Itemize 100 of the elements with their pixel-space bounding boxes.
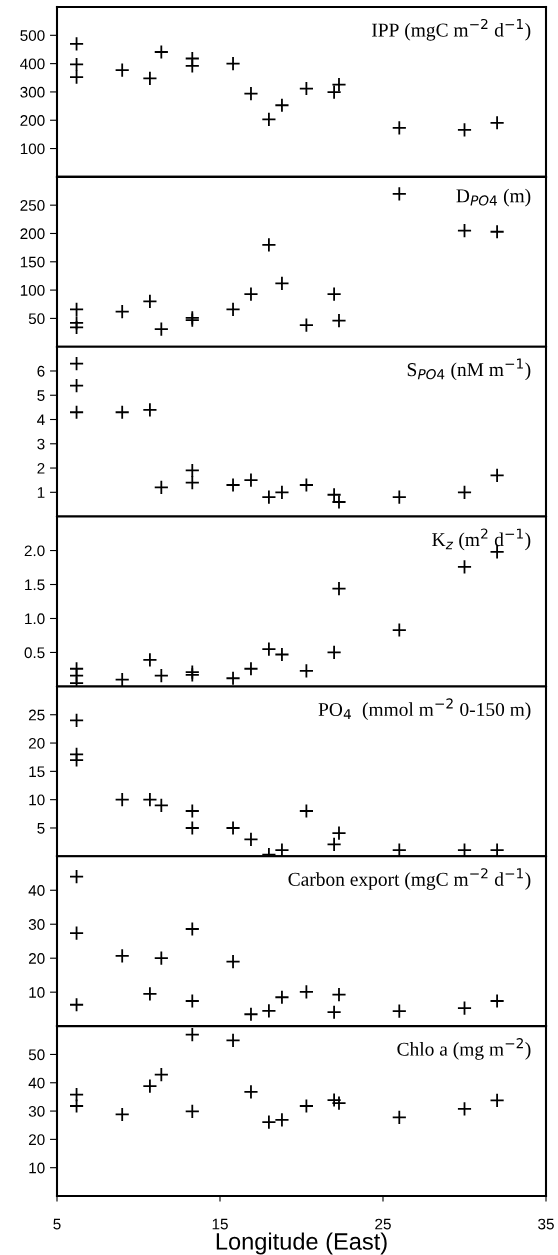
point <box>69 752 85 768</box>
point <box>391 1003 407 1019</box>
point <box>457 559 472 575</box>
point <box>391 1109 407 1125</box>
point <box>298 1098 314 1114</box>
point <box>489 1092 505 1108</box>
x-axis-title: Longitude (East) <box>216 1232 387 1255</box>
y-tick-label: 3 <box>37 438 45 450</box>
point <box>114 1106 130 1122</box>
y-tick-label: 10 <box>29 987 45 998</box>
point <box>243 472 259 488</box>
point <box>69 56 85 72</box>
x-tick-label: 25 <box>375 1218 391 1230</box>
text: Chlo a (mg m$^{−2}$) <box>397 1038 531 1060</box>
point <box>391 489 407 505</box>
point <box>331 987 347 1003</box>
point <box>326 644 342 660</box>
point <box>274 275 290 291</box>
point <box>489 115 505 131</box>
point <box>142 652 158 668</box>
point <box>184 803 200 819</box>
y-tick-label: 500 <box>20 30 45 41</box>
point <box>243 831 259 847</box>
x-tick-label: 35 <box>538 1218 554 1230</box>
point <box>457 842 472 857</box>
point <box>489 467 505 483</box>
y-tick-label: 200 <box>20 115 45 126</box>
point <box>142 1078 158 1094</box>
point <box>225 301 241 317</box>
point <box>69 319 85 335</box>
point <box>184 1027 200 1043</box>
y-tick-label: 6 <box>37 365 45 377</box>
point <box>457 122 472 138</box>
point <box>142 792 158 808</box>
point <box>69 1098 85 1114</box>
point <box>69 356 85 372</box>
y-tick-label: 15 <box>29 766 45 778</box>
point <box>184 475 200 491</box>
point <box>184 993 200 1009</box>
point <box>457 223 472 239</box>
point <box>114 792 130 808</box>
point <box>153 797 169 813</box>
point <box>69 378 85 394</box>
point <box>243 661 259 677</box>
y-tick-label: 30 <box>28 1105 45 1117</box>
point <box>298 984 314 1000</box>
point <box>243 86 259 102</box>
point <box>69 869 85 885</box>
y-tick-label: 10 <box>29 1162 45 1174</box>
point <box>114 672 130 687</box>
y-tick-label: 50 <box>28 313 45 325</box>
point <box>457 484 472 500</box>
point <box>243 286 259 302</box>
point <box>274 647 290 662</box>
point <box>326 286 342 302</box>
point <box>391 622 407 638</box>
point <box>153 321 169 337</box>
y-tick-label: 2 <box>37 462 45 474</box>
point <box>331 313 347 329</box>
text: Carbon export (mgC m$^{−2}$ d$^{−1}$) <box>288 868 531 890</box>
point <box>114 62 130 78</box>
point <box>261 237 277 253</box>
point <box>69 997 85 1013</box>
point <box>391 842 407 857</box>
y-tick-label: 150 <box>20 256 45 268</box>
point <box>298 317 314 333</box>
y-tick-label: 5 <box>37 823 45 834</box>
point <box>69 36 85 52</box>
y-tick-label: 1 <box>37 487 45 498</box>
point <box>261 641 277 657</box>
y-tick-label: 400 <box>20 58 45 70</box>
y-tick-label: 1.0 <box>25 613 45 625</box>
y-tick-label: 300 <box>20 86 45 98</box>
point <box>331 494 347 510</box>
point <box>261 1114 277 1130</box>
point <box>274 1112 290 1128</box>
point <box>326 1092 342 1108</box>
point <box>274 97 290 113</box>
point <box>489 224 505 240</box>
point <box>298 663 314 679</box>
text: D$_{PO4}$ (m) <box>456 188 531 207</box>
point <box>489 993 505 1009</box>
point <box>69 712 85 728</box>
point <box>274 484 290 500</box>
x-tick-label: 5 <box>53 1218 61 1230</box>
text: K$_{z}$ (m$^{2}$ d$^{−1}$) <box>432 528 531 551</box>
y-tick-label: 100 <box>20 284 45 296</box>
point <box>114 404 130 420</box>
y-tick-label: 30 <box>28 919 45 930</box>
text: PO$_{4}$ (mmol m$^{−2}$ 0-150 m) <box>318 698 531 721</box>
point <box>243 1006 259 1022</box>
point <box>225 1032 241 1048</box>
point <box>225 954 241 970</box>
point <box>298 81 314 97</box>
point <box>261 1003 277 1019</box>
point <box>326 1004 342 1020</box>
y-tick-label: 25 <box>28 709 45 721</box>
point <box>298 803 314 819</box>
point <box>184 58 200 74</box>
point <box>274 989 290 1005</box>
